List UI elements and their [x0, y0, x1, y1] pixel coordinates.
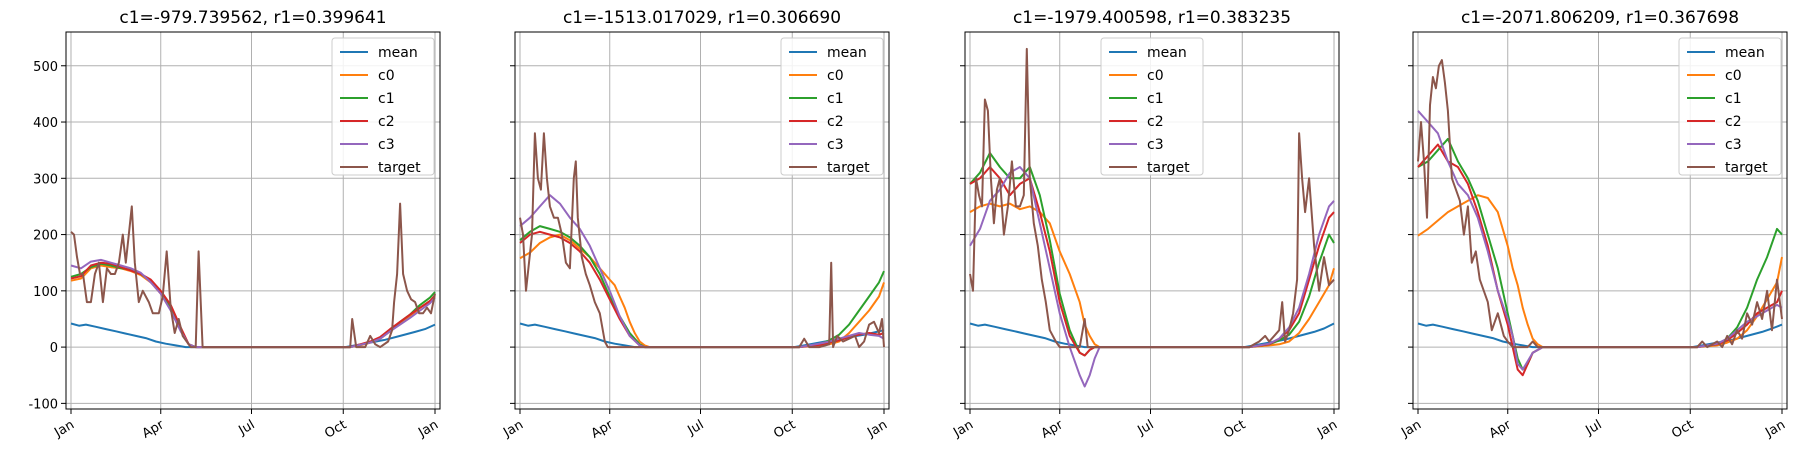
series-line-c0: [969, 202, 1335, 349]
legend: mean c0 c1 c2 c3 target: [780, 37, 884, 176]
legend-box: [1678, 37, 1782, 176]
legend-label-c2: c2: [1725, 114, 1742, 130]
legend-label-mean: mean: [1725, 45, 1765, 61]
legend-label-c1: c1: [378, 91, 395, 107]
y-tick-label: 100: [33, 285, 58, 300]
y-tick-label: 0: [50, 341, 58, 356]
subplot-3: Jan Apr Jul Oct Jan c1=-1979.400598, r1=0.383…: [950, 8, 1340, 442]
y-tick-label: -100: [28, 397, 58, 412]
y-tick-label: 200: [33, 229, 58, 244]
legend-label-c2: c2: [1147, 114, 1164, 130]
legend-box: [780, 37, 884, 176]
x-tick-label: Jul: [236, 417, 258, 438]
legend-label-target: target: [378, 160, 421, 176]
legend-label-c0: c0: [378, 68, 395, 84]
x-tick-label: Jan: [864, 417, 890, 441]
legend-label-c0: c0: [1725, 68, 1742, 84]
legend-label-mean: mean: [1147, 45, 1187, 61]
x-tick-label: Jan: [1762, 417, 1788, 441]
series-line-mean: [70, 322, 436, 349]
legend-label-mean: mean: [827, 45, 867, 61]
x-tick-label: Apr: [140, 417, 168, 442]
series-group: [519, 132, 885, 349]
axes-frame: [1412, 31, 1788, 410]
x-tick-label: Oct: [1669, 417, 1696, 441]
series-group: [1417, 59, 1783, 377]
x-tick-label: Jul: [1135, 417, 1157, 438]
series-line-c3: [519, 194, 885, 349]
legend-label-target: target: [1725, 160, 1768, 176]
x-tick-label: Jul: [1583, 417, 1605, 438]
x-tick-label: Oct: [771, 417, 798, 441]
x-tick-label: Oct: [1221, 417, 1248, 441]
legend-label-target: target: [827, 160, 870, 176]
series-line-c2: [969, 166, 1335, 357]
legend: mean c0 c1 c2 c3 target: [331, 37, 435, 176]
series-line-target: [70, 202, 436, 349]
legend-label-target: target: [1147, 160, 1190, 176]
legend-label-c3: c3: [1147, 137, 1164, 153]
subplot-2: Jan Apr Jul Oct Jan c1=-1513.017029, r1=0.306…: [500, 8, 890, 442]
axes-frame: [65, 31, 441, 410]
legend-label-c0: c0: [1147, 68, 1164, 84]
subplot-4: Jan Apr Jul Oct Jan c1=-2071.806209, r1=0.367…: [1398, 8, 1788, 442]
legend-label-c1: c1: [827, 91, 844, 107]
legend: mean c0 c1 c2 c3 target: [1100, 37, 1204, 176]
legend-label-c2: c2: [378, 114, 395, 130]
x-tick-label: Jan: [51, 417, 77, 441]
chart-title: c1=-979.739562, r1=0.399641: [119, 8, 386, 28]
series-group: [70, 202, 436, 349]
x-tick-label: Apr: [1039, 417, 1067, 442]
chart-title: c1=-1513.017029, r1=0.306690: [563, 8, 841, 28]
x-tick-label: Jul: [685, 417, 707, 438]
y-tick-label: 500: [33, 60, 58, 75]
chart-title: c1=-1979.400598, r1=0.383235: [1013, 8, 1291, 28]
legend-label-c3: c3: [827, 137, 844, 153]
x-tick-label: Apr: [589, 417, 617, 442]
legend-label-c1: c1: [1725, 91, 1742, 107]
y-tick-label: 400: [33, 116, 58, 131]
legend-label-c1: c1: [1147, 91, 1164, 107]
x-tick-label: Jan: [1398, 417, 1424, 441]
series-group: [969, 47, 1335, 388]
subplot-1: -100 0 100 200 300 400 500 Jan Apr Jul Oct Jan c1=-9…: [28, 8, 441, 442]
series-line-c1: [519, 225, 885, 349]
y-tick-label: 300: [33, 172, 58, 187]
legend-label-c3: c3: [1725, 137, 1742, 153]
x-tick-label: Jan: [1314, 417, 1340, 441]
legend: mean c0 c1 c2 c3 target: [1678, 37, 1782, 176]
legend-label-c2: c2: [827, 114, 844, 130]
axes-frame: [964, 31, 1340, 410]
x-tick-label: Apr: [1487, 417, 1515, 442]
legend-label-c0: c0: [827, 68, 844, 84]
x-tick-label: Oct: [322, 417, 349, 441]
legend-box: [331, 37, 435, 176]
series-line-target: [1417, 59, 1783, 349]
legend-box: [1100, 37, 1204, 176]
chart-title: c1=-2071.806209, r1=0.367698: [1461, 8, 1739, 28]
legend-label-mean: mean: [378, 45, 418, 61]
legend-label-c3: c3: [378, 137, 395, 153]
x-tick-label: Jan: [415, 417, 441, 441]
series-line-target: [519, 132, 885, 349]
x-tick-label: Jan: [950, 417, 976, 441]
series-line-target: [969, 47, 1335, 349]
x-tick-label: Jan: [500, 417, 526, 441]
axes-frame: [514, 31, 890, 410]
